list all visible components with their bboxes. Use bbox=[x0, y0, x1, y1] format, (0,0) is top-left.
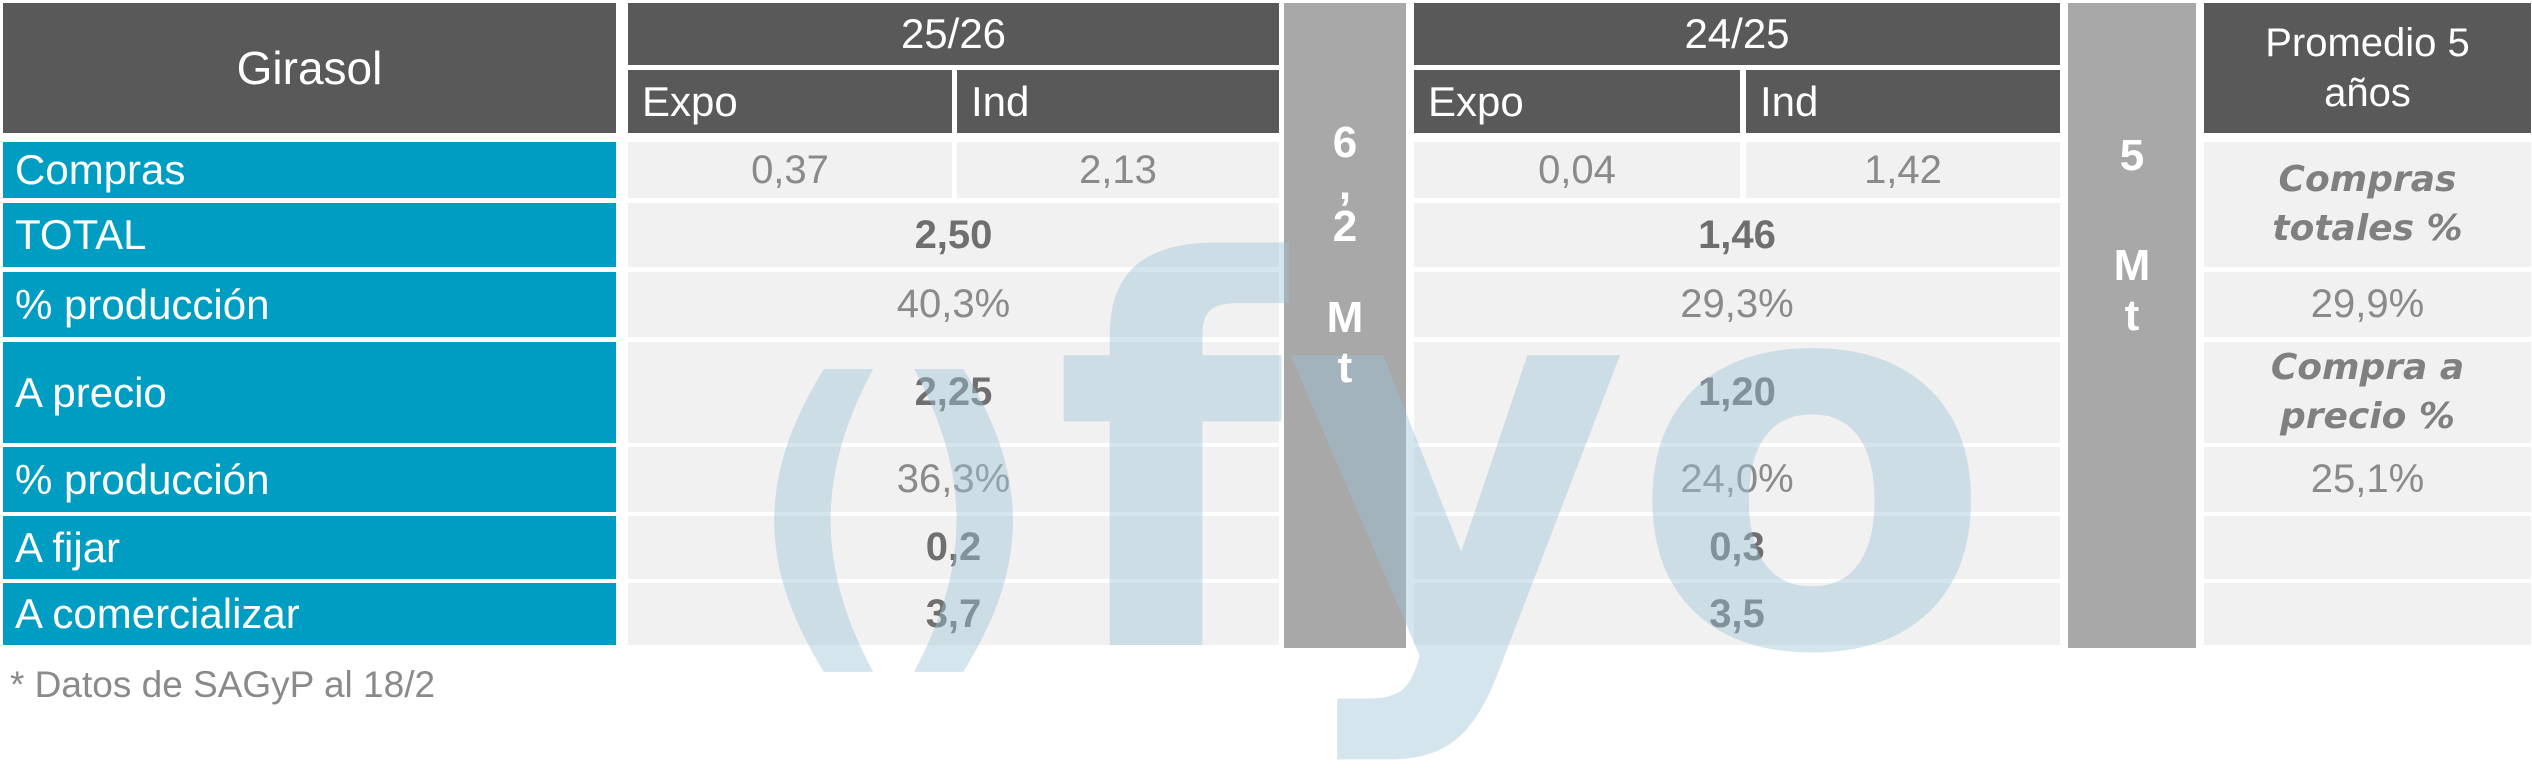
pct-produccion-precio-25-26: 36,3% bbox=[628, 447, 1279, 512]
pct-produccion-precio-24-25: 24,0% bbox=[1414, 447, 2060, 512]
a-comercializar-24-25: 3,5 bbox=[1414, 583, 2060, 645]
total-bar-24-25-unit: M t bbox=[2113, 241, 2151, 340]
promedio-compra-a-precio-value: 25,1% bbox=[2204, 447, 2531, 512]
a-comercializar-25-26: 3,7 bbox=[628, 583, 1279, 645]
compras-24-25-ind: 1,42 bbox=[1746, 142, 2060, 198]
promedio-empty-cell-2 bbox=[2204, 583, 2531, 645]
expo-header-24-25: Expo bbox=[1414, 70, 1740, 133]
compras-25-26-ind: 2,13 bbox=[957, 142, 1279, 198]
row-label-pct-produccion-compras: % producción bbox=[3, 272, 616, 337]
crop-title-cell: Girasol bbox=[3, 3, 616, 133]
total-bar-25-26: 6 , 2 M t bbox=[1284, 3, 1406, 648]
a-precio-25-26: 2,25 bbox=[628, 342, 1279, 443]
a-fijar-25-26: 0,2 bbox=[628, 516, 1279, 579]
row-label-compras: Compras bbox=[3, 142, 616, 198]
girasol-purchases-table: Girasol 25/26 24/25 Promedio 5 años Expo… bbox=[3, 3, 2531, 727]
promedio-header-line1: Promedio 5 bbox=[2265, 21, 2470, 65]
row-label-a-precio: A precio bbox=[3, 342, 616, 443]
total-25-26: 2,50 bbox=[628, 203, 1279, 267]
promedio-compras-totales-value: 29,9% bbox=[2204, 272, 2531, 337]
ind-header-24-25: Ind bbox=[1746, 70, 2060, 133]
total-bar-24-25: 5 M t bbox=[2068, 3, 2196, 648]
promedio-empty-cell-1 bbox=[2204, 516, 2531, 579]
source-footnote: * Datos de SAGyP al 18/2 bbox=[10, 664, 436, 705]
row-label-a-fijar: A fijar bbox=[3, 516, 616, 579]
promedio-5-anios-header: Promedio 5 años bbox=[2204, 3, 2531, 133]
row-label-total: TOTAL bbox=[3, 203, 616, 267]
total-24-25: 1,46 bbox=[1414, 203, 2060, 267]
promedio-compras-totales-label: Compras totales % bbox=[2204, 142, 2531, 267]
compras-25-26-expo: 0,37 bbox=[628, 142, 952, 198]
a-precio-24-25: 1,20 bbox=[1414, 342, 2060, 443]
season-25-26-header: 25/26 bbox=[628, 3, 1279, 65]
promedio-compra-a-precio-label: Compra a precio % bbox=[2204, 342, 2531, 443]
ind-header-25-26: Ind bbox=[957, 70, 1279, 133]
season-24-25-header: 24/25 bbox=[1414, 3, 2060, 65]
row-label-pct-produccion-precio: % producción bbox=[3, 447, 616, 512]
compras-24-25-expo: 0,04 bbox=[1414, 142, 1740, 198]
total-bar-25-26-unit: M t bbox=[1326, 293, 1364, 392]
total-bar-25-26-value: 6 , 2 bbox=[1332, 118, 1358, 251]
pct-produccion-compras-24-25: 29,3% bbox=[1414, 272, 2060, 337]
pct-produccion-compras-25-26: 40,3% bbox=[628, 272, 1279, 337]
total-bar-24-25-value: 5 bbox=[2119, 131, 2145, 180]
expo-header-25-26: Expo bbox=[628, 70, 952, 133]
row-label-a-comercializar: A comercializar bbox=[3, 583, 616, 645]
a-fijar-24-25: 0,3 bbox=[1414, 516, 2060, 579]
promedio-header-line2: años bbox=[2324, 71, 2411, 115]
